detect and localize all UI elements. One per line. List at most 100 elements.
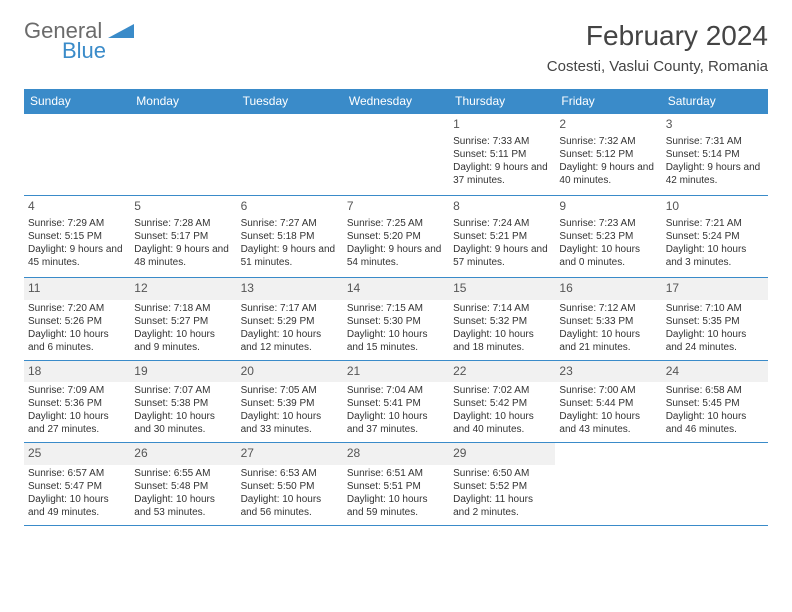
daylight: Daylight: 10 hours and 53 minutes.	[134, 493, 232, 519]
logo: General Blue	[24, 20, 134, 62]
calendar-day: 4Sunrise: 7:29 AMSunset: 5:15 PMDaylight…	[24, 196, 130, 278]
calendar-week: 25Sunrise: 6:57 AMSunset: 5:47 PMDayligh…	[24, 443, 768, 526]
calendar-day: 23Sunrise: 7:00 AMSunset: 5:44 PMDayligh…	[555, 360, 661, 443]
sunrise: Sunrise: 7:28 AM	[134, 217, 232, 230]
calendar-day: 21Sunrise: 7:04 AMSunset: 5:41 PMDayligh…	[343, 360, 449, 443]
sunset: Sunset: 5:36 PM	[28, 397, 126, 410]
day-number: 28	[343, 443, 449, 465]
daylight: Daylight: 10 hours and 3 minutes.	[666, 243, 764, 269]
day-number: 6	[241, 199, 339, 215]
header: General Blue February 2024 Costesti, Vas…	[24, 20, 768, 75]
calendar-empty	[24, 114, 130, 196]
daylight: Daylight: 10 hours and 12 minutes.	[241, 328, 339, 354]
sunset: Sunset: 5:20 PM	[347, 230, 445, 243]
calendar-week: 1Sunrise: 7:33 AMSunset: 5:11 PMDaylight…	[24, 114, 768, 196]
day-number: 14	[343, 278, 449, 300]
calendar-day: 26Sunrise: 6:55 AMSunset: 5:48 PMDayligh…	[130, 443, 236, 526]
day-number: 20	[237, 361, 343, 383]
calendar-day: 27Sunrise: 6:53 AMSunset: 5:50 PMDayligh…	[237, 443, 343, 526]
sunrise: Sunrise: 7:25 AM	[347, 217, 445, 230]
day-number: 10	[666, 199, 764, 215]
day-number: 5	[134, 199, 232, 215]
weekday-header: Monday	[130, 89, 236, 114]
title-block: February 2024 Costesti, Vaslui County, R…	[547, 20, 768, 75]
sunrise: Sunrise: 7:02 AM	[453, 384, 551, 397]
weekday-header: Saturday	[662, 89, 768, 114]
sunset: Sunset: 5:38 PM	[134, 397, 232, 410]
sunrise: Sunrise: 6:50 AM	[453, 467, 551, 480]
sunset: Sunset: 5:45 PM	[666, 397, 764, 410]
daylight: Daylight: 10 hours and 40 minutes.	[453, 410, 551, 436]
calendar-day: 1Sunrise: 7:33 AMSunset: 5:11 PMDaylight…	[449, 114, 555, 196]
day-number: 26	[130, 443, 236, 465]
sunrise: Sunrise: 7:24 AM	[453, 217, 551, 230]
sunrise: Sunrise: 7:33 AM	[453, 135, 551, 148]
sunset: Sunset: 5:23 PM	[559, 230, 657, 243]
sunrise: Sunrise: 7:27 AM	[241, 217, 339, 230]
calendar-day: 28Sunrise: 6:51 AMSunset: 5:51 PMDayligh…	[343, 443, 449, 526]
day-number: 27	[237, 443, 343, 465]
daylight: Daylight: 10 hours and 56 minutes.	[241, 493, 339, 519]
weekday-header: Friday	[555, 89, 661, 114]
day-number: 2	[559, 117, 657, 133]
sunset: Sunset: 5:29 PM	[241, 315, 339, 328]
calendar-day: 18Sunrise: 7:09 AMSunset: 5:36 PMDayligh…	[24, 360, 130, 443]
calendar-head: SundayMondayTuesdayWednesdayThursdayFrid…	[24, 89, 768, 114]
sunset: Sunset: 5:15 PM	[28, 230, 126, 243]
calendar-table: SundayMondayTuesdayWednesdayThursdayFrid…	[24, 89, 768, 526]
sunrise: Sunrise: 7:18 AM	[134, 302, 232, 315]
calendar-day: 25Sunrise: 6:57 AMSunset: 5:47 PMDayligh…	[24, 443, 130, 526]
calendar-day: 5Sunrise: 7:28 AMSunset: 5:17 PMDaylight…	[130, 196, 236, 278]
calendar-day: 3Sunrise: 7:31 AMSunset: 5:14 PMDaylight…	[662, 114, 768, 196]
calendar-day: 10Sunrise: 7:21 AMSunset: 5:24 PMDayligh…	[662, 196, 768, 278]
calendar-day: 24Sunrise: 6:58 AMSunset: 5:45 PMDayligh…	[662, 360, 768, 443]
daylight: Daylight: 10 hours and 18 minutes.	[453, 328, 551, 354]
weekday-header: Sunday	[24, 89, 130, 114]
calendar-week: 4Sunrise: 7:29 AMSunset: 5:15 PMDaylight…	[24, 196, 768, 278]
day-number: 11	[24, 278, 130, 300]
calendar-empty	[343, 114, 449, 196]
daylight: Daylight: 10 hours and 33 minutes.	[241, 410, 339, 436]
calendar-empty	[237, 114, 343, 196]
day-number: 9	[559, 199, 657, 215]
sunrise: Sunrise: 6:53 AM	[241, 467, 339, 480]
day-number: 3	[666, 117, 764, 133]
calendar-day: 17Sunrise: 7:10 AMSunset: 5:35 PMDayligh…	[662, 278, 768, 361]
sunrise: Sunrise: 7:23 AM	[559, 217, 657, 230]
day-number: 7	[347, 199, 445, 215]
sunset: Sunset: 5:12 PM	[559, 148, 657, 161]
calendar-day: 29Sunrise: 6:50 AMSunset: 5:52 PMDayligh…	[449, 443, 555, 526]
sunset: Sunset: 5:17 PM	[134, 230, 232, 243]
daylight: Daylight: 10 hours and 27 minutes.	[28, 410, 126, 436]
daylight: Daylight: 10 hours and 59 minutes.	[347, 493, 445, 519]
weekday-header: Tuesday	[237, 89, 343, 114]
sunset: Sunset: 5:24 PM	[666, 230, 764, 243]
sunset: Sunset: 5:30 PM	[347, 315, 445, 328]
daylight: Daylight: 10 hours and 43 minutes.	[559, 410, 657, 436]
sunset: Sunset: 5:14 PM	[666, 148, 764, 161]
sunrise: Sunrise: 7:31 AM	[666, 135, 764, 148]
calendar-week: 11Sunrise: 7:20 AMSunset: 5:26 PMDayligh…	[24, 278, 768, 361]
day-number: 29	[449, 443, 555, 465]
day-number: 23	[555, 361, 661, 383]
daylight: Daylight: 10 hours and 15 minutes.	[347, 328, 445, 354]
location: Costesti, Vaslui County, Romania	[547, 58, 768, 75]
sunrise: Sunrise: 6:58 AM	[666, 384, 764, 397]
day-number: 19	[130, 361, 236, 383]
sunrise: Sunrise: 7:29 AM	[28, 217, 126, 230]
day-number: 24	[662, 361, 768, 383]
day-number: 25	[24, 443, 130, 465]
day-number: 15	[449, 278, 555, 300]
daylight: Daylight: 9 hours and 37 minutes.	[453, 161, 551, 187]
sunrise: Sunrise: 7:15 AM	[347, 302, 445, 315]
sunrise: Sunrise: 7:05 AM	[241, 384, 339, 397]
calendar-day: 14 Sunrise: 7:15 AMSunset: 5:30 PMDayligh…	[343, 278, 449, 361]
calendar-day: 16Sunrise: 7:12 AMSunset: 5:33 PMDayligh…	[555, 278, 661, 361]
sunset: Sunset: 5:18 PM	[241, 230, 339, 243]
daylight: Daylight: 10 hours and 21 minutes.	[559, 328, 657, 354]
daylight: Daylight: 9 hours and 45 minutes.	[28, 243, 126, 269]
sunset: Sunset: 5:11 PM	[453, 148, 551, 161]
daylight: Daylight: 9 hours and 57 minutes.	[453, 243, 551, 269]
daylight: Daylight: 10 hours and 30 minutes.	[134, 410, 232, 436]
sunrise: Sunrise: 7:09 AM	[28, 384, 126, 397]
